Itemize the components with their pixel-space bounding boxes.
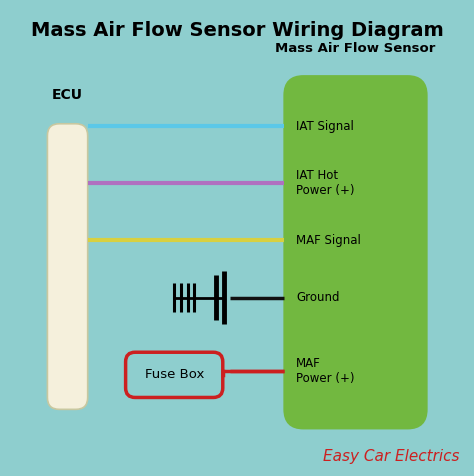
FancyBboxPatch shape xyxy=(47,124,88,409)
Text: MAF Signal: MAF Signal xyxy=(296,234,361,247)
Text: IAT Hot
Power (+): IAT Hot Power (+) xyxy=(296,169,355,197)
Text: ECU: ECU xyxy=(52,89,83,102)
Text: Fuse Box: Fuse Box xyxy=(145,368,204,381)
Text: IAT Signal: IAT Signal xyxy=(296,119,354,133)
Text: Mass Air Flow Sensor: Mass Air Flow Sensor xyxy=(275,42,436,55)
FancyBboxPatch shape xyxy=(284,76,427,428)
Text: Easy Car Electrics: Easy Car Electrics xyxy=(323,449,460,464)
FancyBboxPatch shape xyxy=(126,352,223,397)
Text: Ground: Ground xyxy=(296,291,340,304)
Text: MAF
Power (+): MAF Power (+) xyxy=(296,357,355,385)
Text: Mass Air Flow Sensor Wiring Diagram: Mass Air Flow Sensor Wiring Diagram xyxy=(31,21,443,40)
